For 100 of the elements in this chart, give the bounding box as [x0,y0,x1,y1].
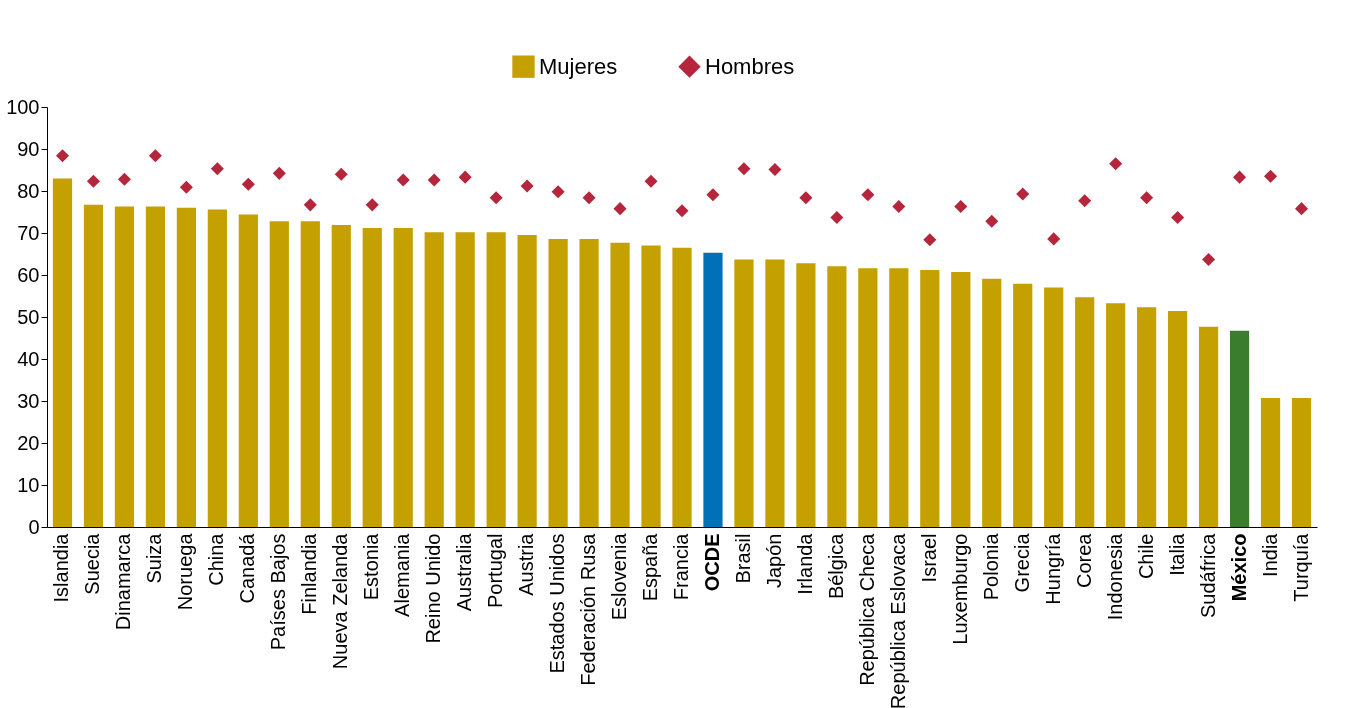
bar [1168,311,1188,527]
x-tick-label: Chile [1134,533,1157,580]
x-tick-label: Países Bajos [267,533,290,651]
x-tick-label: Eslovenia [608,532,631,621]
y-tick-label: 30 [17,389,40,412]
bar [362,227,382,527]
bar [238,214,258,527]
x-tick-label: Italia [1165,532,1188,576]
bar [827,266,847,527]
point [1016,187,1030,201]
bar [548,238,568,527]
bar [889,268,909,527]
x-tick-label: Brasil [731,533,754,584]
y-tick-label: 50 [17,305,40,328]
x-tick-label: España [639,532,662,602]
x-tick-label: Indonesia [1103,532,1126,621]
x-tick-label: Portugal [484,533,507,608]
point [1233,170,1247,184]
x-tick-label: Suecia [81,532,104,595]
point [489,191,503,205]
y-tick-label: 0 [28,515,40,538]
bar [672,247,692,527]
x-tick-label: Finlandia [298,532,321,615]
bar [176,207,196,527]
bar [486,232,506,527]
bar [579,238,599,527]
bar [300,221,320,527]
x-tick-label: Irlanda [793,532,816,595]
point [582,191,596,205]
point [830,210,844,224]
bar [1198,326,1219,527]
point [1202,252,1216,266]
x-tick-label: Luxemburgo [948,533,971,645]
x-tick-label: Japón [762,533,785,588]
x-tick-label: Noruega [174,532,197,611]
x-tick-label: Estados Unidos [546,533,569,674]
bar [1291,398,1312,527]
point [1264,169,1278,183]
point [458,170,472,184]
x-tick-label: Suiza [143,532,166,584]
x-tick-label: República Eslovaca [886,532,909,708]
bar [1044,287,1064,527]
y-tick-label: 10 [17,473,40,496]
x-tick-label: Hungría [1041,532,1064,605]
point [86,174,100,188]
x-tick-label: Francia [670,532,692,601]
point [1078,194,1092,208]
bar [269,221,289,527]
x-tick-label: Canadá [236,532,259,604]
point [1047,232,1061,246]
y-tick-label: 40 [17,347,40,370]
x-tick-label: Bélgica [824,532,847,600]
legend-label: Hombres [705,53,795,79]
x-tick-label: Grecia [1010,532,1033,593]
x-tick-label: Polonia [979,532,1002,601]
point [799,191,813,205]
bar [1075,297,1095,527]
bar [1260,398,1281,527]
point [148,149,162,163]
point [675,204,689,218]
bar [858,268,878,527]
bar [207,209,227,527]
x-tick-label: Turquía [1289,532,1312,602]
point [396,173,410,187]
point [1109,157,1123,171]
x-tick-label: Nueva Zelanda [329,532,352,670]
bar [982,278,1002,527]
point [706,188,720,202]
x-tick-label: Dinamarca [112,532,135,631]
point [334,167,348,181]
y-tick-label: 80 [17,179,40,202]
bar [517,235,537,527]
point [737,162,751,176]
x-tick-label: Austria [515,532,538,596]
x-tick-label: India [1258,532,1281,577]
x-tick-label: Israel [917,533,940,583]
point [1171,210,1185,224]
point [954,200,968,214]
x-tick-label: Islandia [50,532,73,603]
bar [734,259,754,527]
x-tick-label: Sudáfrica [1196,532,1219,618]
point [241,177,255,191]
bar [393,227,413,527]
y-tick-label: 20 [17,431,40,454]
bar [951,272,971,527]
point [520,179,534,193]
bar [1229,330,1250,527]
point [1140,191,1154,205]
point [117,172,131,186]
bar [331,225,351,527]
x-tick-label: Estonia [360,532,383,601]
bar [455,232,475,527]
point [210,162,224,176]
point [644,174,658,188]
bar [114,206,135,527]
point [55,149,70,163]
point [365,198,379,212]
point [985,214,999,228]
x-tick-label: OCDE [700,533,723,592]
bar [1106,303,1126,527]
